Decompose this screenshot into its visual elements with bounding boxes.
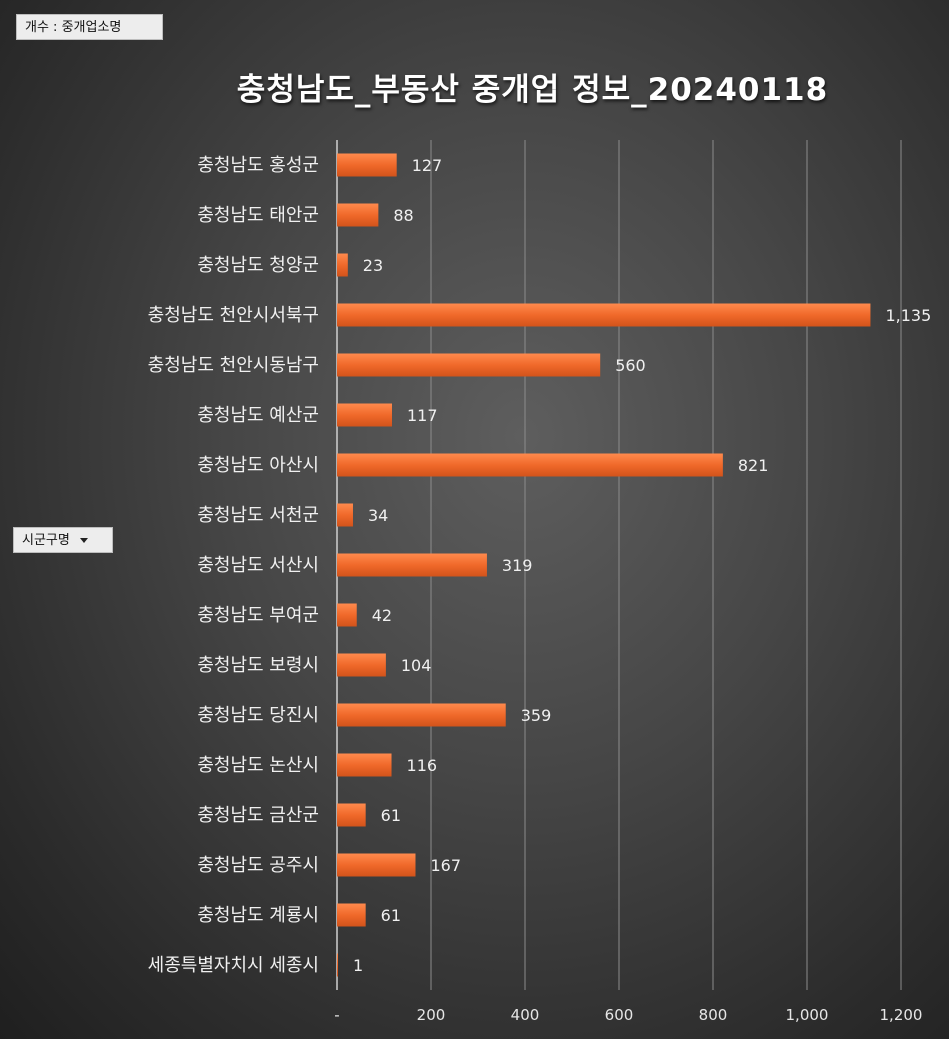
category-label: 충청남도 당진시 <box>197 705 319 726</box>
category-label: 충청남도 금산군 <box>197 805 319 826</box>
category-label: 충청남도 서천군 <box>197 505 319 526</box>
data-label: 116 <box>407 756 438 775</box>
x-tick-label: 1,200 <box>880 1006 923 1024</box>
bar <box>337 453 723 477</box>
data-label: 1,135 <box>885 306 931 325</box>
data-labels: 127 88 23 1,135 560 117 821 34 319 42 104 359 116 61 1… <box>353 156 931 975</box>
category-label: 충청남도 천안시서북구 <box>148 305 319 326</box>
category-label: 충청남도 논산시 <box>197 755 319 776</box>
bar <box>337 853 416 877</box>
category-label: 충청남도 계룡시 <box>197 905 319 926</box>
data-label: 61 <box>381 906 401 925</box>
category-label: 충청남도 공주시 <box>197 855 319 876</box>
value-field-label: 개수 : 중개업소명 <box>25 20 122 35</box>
x-tick-label: 600 <box>605 1006 634 1024</box>
data-label: 61 <box>381 806 401 825</box>
bar <box>337 753 392 777</box>
data-label: 104 <box>401 656 432 675</box>
chart-title: 충청남도_부동산 중개업 정보_20240118 <box>236 72 829 108</box>
bar <box>337 703 506 727</box>
data-label: 34 <box>368 506 388 525</box>
x-tick-labels: - 200 400 600 800 1,000 1,200 <box>334 1006 922 1024</box>
data-label: 359 <box>521 706 552 725</box>
category-label: 충청남도 태안군 <box>197 205 319 226</box>
data-label: 560 <box>615 356 646 375</box>
bar <box>337 203 379 227</box>
data-label: 42 <box>372 606 392 625</box>
bar <box>337 653 386 677</box>
data-label: 821 <box>738 456 769 475</box>
dropdown-arrow-icon <box>79 538 88 543</box>
bar <box>337 403 392 427</box>
data-label: 88 <box>393 206 413 225</box>
axis-field-label: 시군구명 <box>22 533 70 548</box>
bar <box>337 603 357 627</box>
bar <box>337 503 353 527</box>
axis-field-dropdown[interactable]: 시군구명 <box>13 527 113 553</box>
x-tick-label: 1,000 <box>786 1006 829 1024</box>
category-label: 충청남도 예산군 <box>197 405 319 426</box>
category-label: 충청남도 홍성군 <box>197 155 319 176</box>
bars <box>337 153 871 977</box>
category-label: 충청남도 천안시동남구 <box>148 355 319 376</box>
category-label: 충청남도 부여군 <box>197 605 319 626</box>
data-label: 1 <box>353 956 363 975</box>
x-tick-label: - <box>334 1006 339 1024</box>
category-label: 충청남도 서산시 <box>197 555 319 576</box>
bar <box>337 303 871 327</box>
x-tick-label: 200 <box>417 1006 446 1024</box>
bar <box>337 253 348 277</box>
category-label: 충청남도 청양군 <box>197 255 319 276</box>
bar <box>337 903 366 927</box>
data-label: 23 <box>363 256 383 275</box>
bar <box>337 953 338 977</box>
bar <box>337 553 487 577</box>
data-label: 117 <box>407 406 438 425</box>
bar <box>337 353 601 377</box>
category-label: 세종특별자치시 세종시 <box>148 955 319 976</box>
value-field-button[interactable]: 개수 : 중개업소명 <box>16 14 163 40</box>
x-tick-label: 800 <box>699 1006 728 1024</box>
category-label: 충청남도 아산시 <box>197 455 319 476</box>
data-label: 127 <box>412 156 443 175</box>
bar <box>337 803 366 827</box>
data-label: 167 <box>430 856 461 875</box>
category-label: 충청남도 보령시 <box>197 655 319 676</box>
data-label: 319 <box>502 556 533 575</box>
bar <box>337 153 397 177</box>
x-tick-label: 400 <box>511 1006 540 1024</box>
